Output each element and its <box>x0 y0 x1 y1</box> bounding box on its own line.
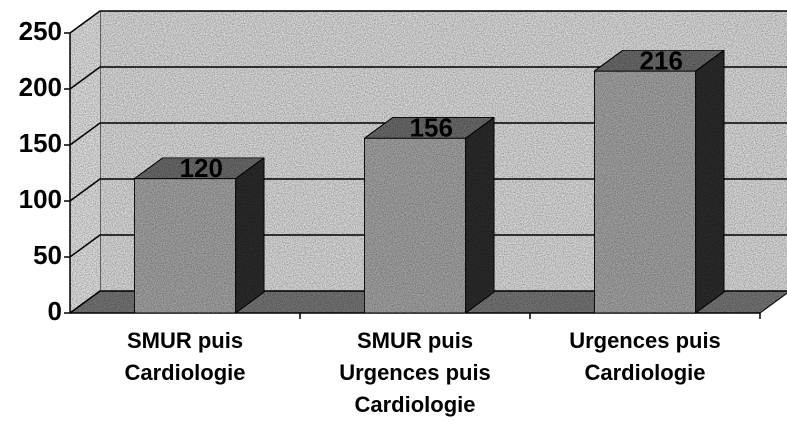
grid-line <box>69 178 787 202</box>
x-tick-label: SMUR puis Urgences puis Cardiologie <box>339 328 491 417</box>
side-wall <box>70 11 100 313</box>
bar-top <box>592 49 726 72</box>
grid-line <box>69 66 787 90</box>
data-label: 156 <box>410 113 453 143</box>
bar-front <box>363 137 467 314</box>
bar-front <box>593 70 697 314</box>
grid-line <box>69 290 787 314</box>
bar-top <box>362 116 496 139</box>
y-tick-label: 200 <box>19 72 62 102</box>
y-tick-label: 250 <box>19 16 62 46</box>
bar-side <box>235 156 265 314</box>
x-tick-label: Urgences puis Cardiologie <box>569 328 721 385</box>
bar-front <box>133 178 237 314</box>
y-tick-label: 50 <box>33 240 62 270</box>
grid-line <box>69 122 787 146</box>
y-tick-label: 0 <box>48 296 62 326</box>
bar-side <box>465 116 495 314</box>
x-tick-label: SMUR puis Cardiologie <box>124 328 246 385</box>
grid-line <box>69 234 787 258</box>
data-label: 120 <box>180 153 223 183</box>
y-tick-label: 150 <box>19 128 62 158</box>
grid-line <box>69 10 787 34</box>
y-tick-label: 100 <box>19 184 62 214</box>
data-label: 216 <box>640 46 683 76</box>
bar-side <box>695 49 725 314</box>
bar-top <box>132 157 266 180</box>
